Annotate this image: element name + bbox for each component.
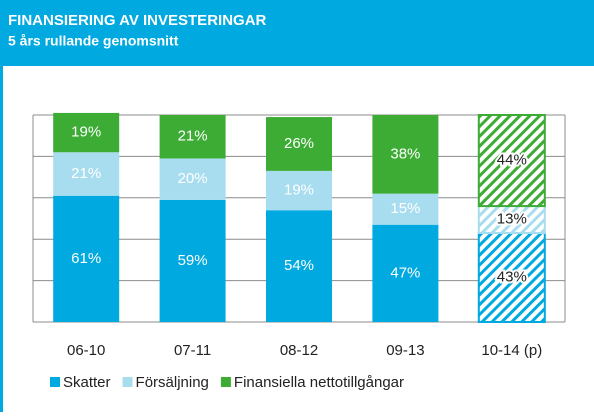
bar-segment [266,170,332,211]
data-label: 26% [284,135,314,152]
bar-segment [159,158,226,200]
data-label: 54% [284,257,314,274]
bar-segment [53,195,120,322]
chart-subtitle: 5 års rullande genomsnitt [8,33,179,49]
bar-segment [53,112,120,153]
data-label: 20% [178,170,208,187]
data-label: 38% [390,145,420,162]
data-label: 44% [497,152,527,169]
legend-label: Skatter [63,374,111,391]
x-tick-label: 10-14 (p) [481,342,542,359]
data-label: 15% [390,200,420,217]
bar-segment [159,115,226,159]
bar-segment [372,115,439,194]
legend-swatch [220,377,231,387]
chart-title: FINANSIERING AV INVESTERINGAR [8,12,267,29]
data-label: 13% [497,211,527,228]
bar-segment [266,210,332,322]
data-label: 21% [71,165,101,182]
bar-segment [372,193,439,225]
legend-swatch [122,377,133,387]
x-tick-label: 07-11 [174,342,211,359]
data-label: 43% [497,268,527,285]
data-label: 47% [390,264,420,281]
data-label: 21% [178,128,208,145]
bar-segment [159,199,226,322]
x-tick-label: 06-10 [67,342,105,359]
data-label: 19% [284,182,314,199]
data-label: 61% [71,250,101,267]
legend-swatch [50,377,60,387]
legend-label: Finansiella nettotillgångar [234,374,404,391]
header-band [0,0,594,66]
x-tick-label: 08-12 [280,342,318,359]
legend-label: Försäljning [136,374,209,391]
data-label: 59% [178,252,208,269]
bar-segment [477,231,546,324]
bar-segment [477,114,546,208]
left-border [0,0,3,412]
bar-segment [477,205,546,234]
data-label: 19% [71,124,101,141]
bar-segment [266,117,332,171]
bar-segment [372,224,439,322]
bar-segment [53,152,120,196]
x-tick-label: 09-13 [386,342,424,359]
